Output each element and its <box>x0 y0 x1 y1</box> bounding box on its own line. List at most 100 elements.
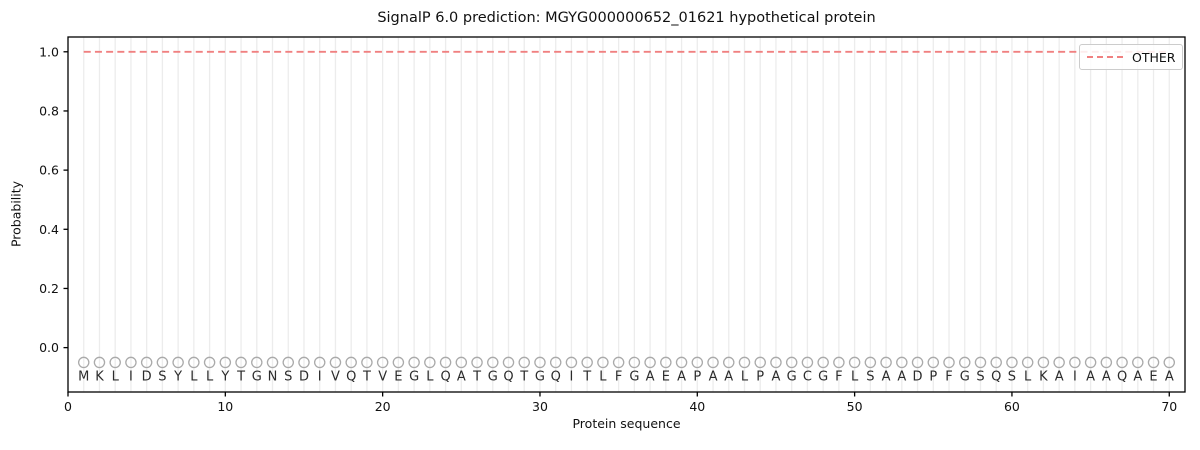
residue-marker <box>376 356 389 369</box>
x-tick-label: 70 <box>1161 399 1177 414</box>
residue-marker <box>408 356 420 369</box>
residue-letter: T <box>519 370 528 385</box>
residue-letter: Q <box>440 370 450 385</box>
residue-marker <box>471 356 483 369</box>
residue-letter: Y <box>173 370 182 385</box>
residue-letter: D <box>913 370 923 385</box>
y-tick-label: 1.0 <box>39 44 59 59</box>
residue-letter: V <box>378 370 387 385</box>
residue-letter: L <box>426 370 434 385</box>
residue-marker <box>251 356 263 369</box>
residue-marker <box>219 356 232 369</box>
residue-letter: K <box>1039 370 1048 385</box>
residue-letter: L <box>190 370 198 385</box>
residue-letter: I <box>318 370 322 385</box>
x-tick-label: 60 <box>1004 399 1020 414</box>
residue-marker <box>628 356 641 369</box>
residue-letter: D <box>299 370 309 385</box>
residue-letter: E <box>662 370 670 385</box>
residue-marker <box>691 356 704 369</box>
residue-marker <box>392 356 405 369</box>
residue-letter: G <box>252 370 262 385</box>
residue-letter: S <box>284 370 292 385</box>
residue-letter: A <box>457 370 466 385</box>
residue-marker <box>990 356 1002 369</box>
residue-marker <box>203 356 216 369</box>
legend-entry-label: OTHER <box>1132 49 1176 65</box>
residue-marker <box>345 356 357 369</box>
x-tick-label: 50 <box>847 399 863 414</box>
residue-marker <box>455 356 468 369</box>
residue-letter: Q <box>1117 370 1127 385</box>
x-tick-label: 0 <box>64 399 72 414</box>
residue-marker <box>487 356 499 369</box>
y-tick-label: 0.2 <box>39 281 59 296</box>
residue-letter: I <box>1073 370 1077 385</box>
residue-marker <box>754 356 766 369</box>
residue-marker <box>597 356 609 369</box>
residue-marker <box>785 356 798 369</box>
residue-letter: A <box>772 370 781 385</box>
residue-letter: Q <box>991 370 1001 385</box>
residue-letter: G <box>409 370 419 385</box>
residue-letter: P <box>693 370 701 385</box>
residue-letter: I <box>129 370 133 385</box>
y-axis-label: Probability <box>8 180 24 248</box>
residue-letter: L <box>112 370 120 385</box>
residue-letter: E <box>1149 370 1157 385</box>
residue-marker <box>172 356 184 369</box>
residue-letter: G <box>787 370 797 385</box>
residue-letter: T <box>582 370 591 385</box>
residue-letter: T <box>362 370 371 385</box>
residue-letter: K <box>95 370 104 385</box>
residue-letter: T <box>472 370 481 385</box>
residue-marker <box>282 356 295 369</box>
residue-marker <box>1132 356 1144 369</box>
residue-marker <box>188 356 200 369</box>
legend-dashed-line-icon <box>1087 56 1123 58</box>
residue-marker <box>943 356 955 369</box>
residue-marker <box>1069 356 1081 369</box>
residue-letter: Q <box>503 370 513 385</box>
residue-letter: F <box>615 370 622 385</box>
residue-marker <box>361 356 373 369</box>
residue-marker <box>833 356 845 369</box>
chart-title: SignalP 6.0 prediction: MGYG000000652_01… <box>377 10 876 26</box>
residue-marker <box>927 356 940 369</box>
residue-marker <box>156 356 169 369</box>
residue-marker <box>1100 356 1113 369</box>
residue-letter: L <box>1024 370 1032 385</box>
residue-marker <box>770 356 782 369</box>
residue-letter: S <box>1008 370 1016 385</box>
residue-letter: G <box>629 370 639 385</box>
residue-letter: E <box>394 370 402 385</box>
residue-letter: A <box>1102 370 1111 385</box>
residue-marker <box>313 356 326 369</box>
x-tick-label: 30 <box>532 399 548 414</box>
residue-marker <box>817 356 829 369</box>
residue-letter: A <box>677 370 686 385</box>
residue-marker <box>424 356 436 369</box>
y-tick-label: 0.4 <box>39 222 59 237</box>
x-axis-label: Protein sequence <box>572 416 681 431</box>
residue-marker <box>1163 356 1176 369</box>
residue-marker <box>518 356 530 369</box>
residue-letter: A <box>882 370 891 385</box>
residue-marker <box>880 356 892 369</box>
residue-letter: D <box>142 370 152 385</box>
residue-marker <box>77 356 90 369</box>
residue-letter: F <box>835 370 842 385</box>
residue-letter: A <box>1165 370 1174 385</box>
residue-letter: L <box>741 370 749 385</box>
residue-marker <box>1084 356 1097 369</box>
residue-letter: A <box>709 370 718 385</box>
residue-letter: A <box>724 370 733 385</box>
residue-letter: A <box>1086 370 1095 385</box>
residue-marker <box>911 356 924 369</box>
residue-letter: S <box>976 370 984 385</box>
y-tick-label: 0.6 <box>39 163 59 178</box>
residue-marker <box>329 356 342 369</box>
residue-marker <box>612 356 625 369</box>
